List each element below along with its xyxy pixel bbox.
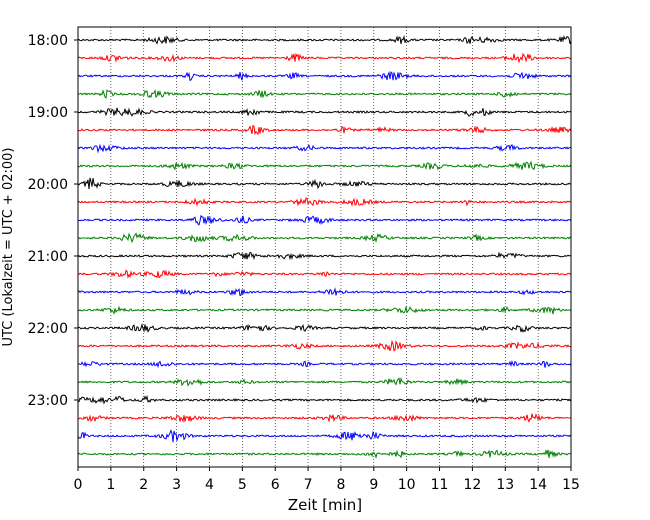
trace-line bbox=[77, 323, 572, 333]
x-tick-label: 13 bbox=[496, 477, 514, 493]
y-tick-label: 22:00 bbox=[28, 321, 68, 337]
x-tick-label: 1 bbox=[106, 477, 115, 493]
trace-line bbox=[77, 160, 572, 171]
trace-line bbox=[77, 448, 572, 459]
x-tick-label: 8 bbox=[336, 477, 345, 493]
trace-line bbox=[77, 107, 572, 117]
trace-line bbox=[77, 52, 572, 64]
x-tick-label: 9 bbox=[369, 477, 378, 493]
trace-line bbox=[77, 197, 572, 207]
trace-line bbox=[77, 394, 572, 405]
y-tick-label: 23:00 bbox=[28, 393, 68, 409]
x-tick-label: 14 bbox=[529, 477, 547, 493]
y-axis-label: UTC (Lokalzeit = UTC + 02:00) bbox=[1, 148, 16, 347]
trace-line bbox=[77, 177, 572, 190]
y-tick-label: 18:00 bbox=[28, 33, 68, 49]
grid-lines bbox=[110, 27, 539, 467]
x-axis-ticks: 0 1 2 3 4 5 6 7 8 9 10 11 12 13 14 15 bbox=[74, 467, 580, 493]
seismogram-traces bbox=[77, 35, 572, 459]
trace-line bbox=[77, 124, 572, 136]
y-axis-ticks: 18:00 19:00 20:00 21:00 22:00 23:00 bbox=[28, 33, 78, 409]
plot-frame bbox=[77, 26, 572, 468]
trace-line bbox=[77, 360, 572, 369]
trace-line bbox=[77, 413, 572, 424]
x-tick-label: 0 bbox=[74, 477, 83, 493]
x-tick-label: 7 bbox=[304, 477, 313, 493]
trace-line bbox=[77, 214, 572, 226]
trace-line bbox=[77, 376, 572, 387]
x-tick-label: 12 bbox=[463, 477, 481, 493]
trace-line bbox=[77, 428, 572, 443]
y-tick-label: 19:00 bbox=[28, 105, 68, 121]
x-tick-label: 2 bbox=[139, 477, 148, 493]
trace-line bbox=[77, 269, 572, 279]
trace-line bbox=[77, 339, 572, 352]
trace-line bbox=[77, 287, 572, 296]
y-tick-label: 21:00 bbox=[28, 249, 68, 265]
x-tick-label: 6 bbox=[271, 477, 280, 493]
trace-line bbox=[77, 232, 572, 244]
trace-line bbox=[77, 70, 572, 82]
trace-line bbox=[77, 251, 572, 261]
x-tick-label: 15 bbox=[562, 477, 580, 493]
x-tick-label: 10 bbox=[398, 477, 416, 493]
trace-line bbox=[77, 143, 572, 154]
x-tick-label: 4 bbox=[205, 477, 214, 493]
x-tick-label: 5 bbox=[238, 477, 247, 493]
x-tick-label: 3 bbox=[172, 477, 181, 493]
trace-line bbox=[77, 35, 572, 45]
x-tick-label: 11 bbox=[431, 477, 449, 493]
trace-line bbox=[77, 305, 572, 315]
y-tick-label: 20:00 bbox=[28, 177, 68, 193]
trace-line bbox=[77, 89, 572, 99]
x-axis-label: Zeit [min] bbox=[288, 496, 362, 514]
